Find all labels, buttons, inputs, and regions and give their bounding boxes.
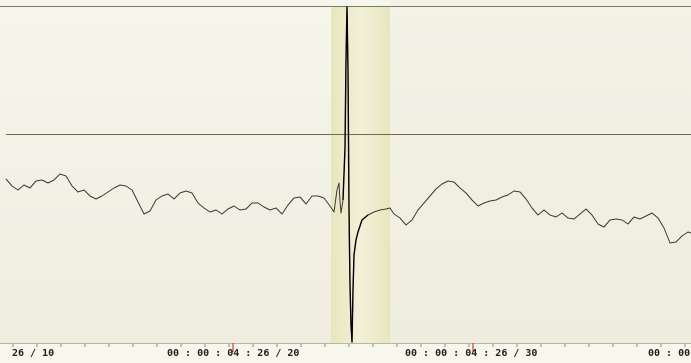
selection-band[interactable] <box>331 7 390 343</box>
plot-shading <box>390 0 691 343</box>
ruler-label-3: 00 : 00 <box>648 348 690 359</box>
ruler-label-2: 00 : 00 : 04 : 26 / 30 <box>405 348 537 359</box>
ruler-label-0: 26 / 10 <box>12 348 54 359</box>
ruler-ticks <box>12 344 686 347</box>
time-ruler[interactable]: 26 / 10 00 : 00 : 04 : 26 / 20 00 : 00 :… <box>0 343 691 363</box>
spike-trace <box>342 6 369 343</box>
time-ruler-background <box>0 343 691 363</box>
ruler-label-1: 00 : 00 : 04 : 26 / 20 <box>167 348 299 359</box>
